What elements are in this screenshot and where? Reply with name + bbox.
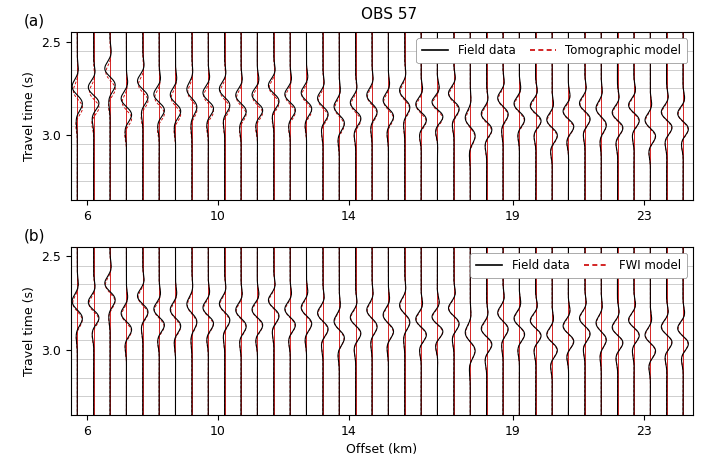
X-axis label: Offset (km): Offset (km) xyxy=(346,443,417,456)
Legend: Field data, Tomographic model: Field data, Tomographic model xyxy=(416,38,687,63)
Y-axis label: Travel time (s): Travel time (s) xyxy=(23,71,35,161)
Text: (b): (b) xyxy=(24,229,45,244)
Text: OBS 57: OBS 57 xyxy=(361,7,417,22)
Legend: Field data, FWI model: Field data, FWI model xyxy=(470,253,687,278)
Text: (a): (a) xyxy=(24,14,45,29)
Y-axis label: Travel time (s): Travel time (s) xyxy=(23,286,35,376)
